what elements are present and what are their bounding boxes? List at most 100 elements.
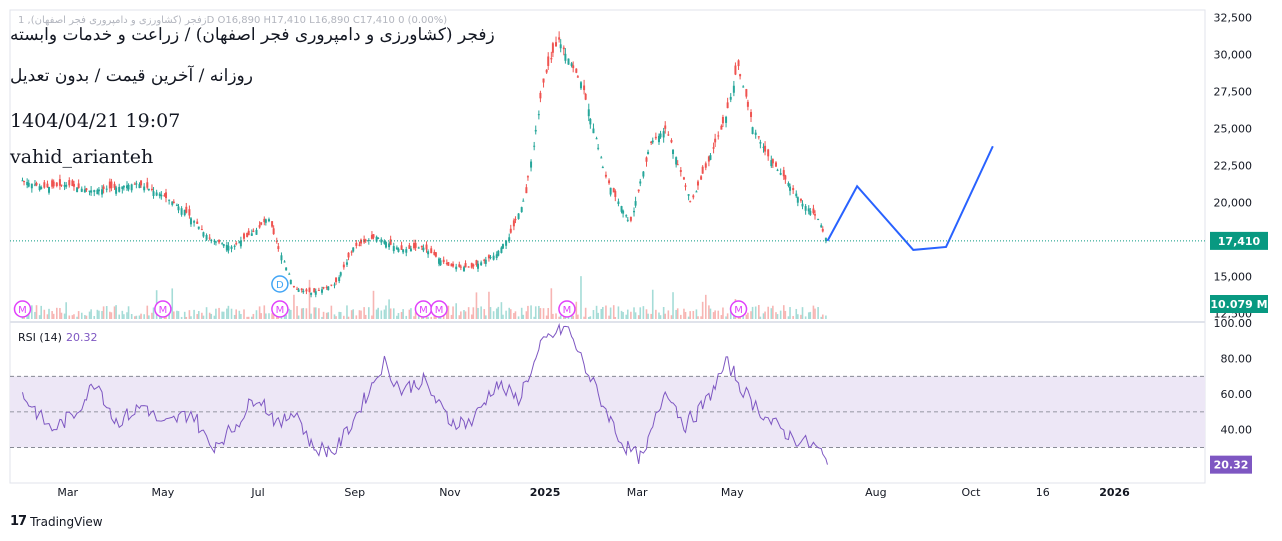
volume-bar — [168, 312, 170, 319]
candle-body — [296, 288, 299, 290]
candle-body — [477, 263, 480, 269]
volume-bar — [109, 311, 111, 319]
candle-body — [789, 186, 792, 191]
volume-bar — [335, 316, 337, 319]
candle-body — [21, 180, 24, 182]
candle-body — [258, 225, 261, 228]
candle-body — [799, 198, 802, 201]
candle-body — [650, 141, 653, 143]
candle-body — [388, 243, 391, 248]
volume-bar — [508, 307, 511, 319]
volume-bar — [330, 305, 333, 319]
candle-body — [622, 210, 625, 214]
volume-bar — [63, 313, 66, 319]
candle-body — [480, 262, 483, 266]
candle-body — [787, 182, 790, 186]
volume-bar — [797, 314, 799, 319]
candle-body — [372, 234, 375, 238]
price-tick-label: 32,500 — [1214, 11, 1253, 24]
chart-title: زفجر (کشاورزی و دامپروری فجر اصفهان) / ز… — [10, 25, 495, 45]
volume-bar — [400, 311, 403, 319]
candle-body — [689, 201, 692, 203]
candle-body — [96, 189, 99, 195]
time-axis[interactable]: Mar May Jul Sep Nov 2025 Mar May Aug Oct 16 2026 — [57, 486, 1130, 499]
volume-bar — [700, 316, 702, 319]
price-tick-label: 25,000 — [1214, 122, 1253, 135]
candle-body — [409, 248, 412, 252]
candle-body — [55, 182, 58, 187]
candle-body — [23, 181, 26, 183]
candle-body — [559, 44, 562, 49]
chart-subtitle: روزانه / آخرین قیمت / بدون تعدیل — [10, 66, 253, 86]
volume-bar — [375, 309, 378, 319]
candle-body — [27, 182, 30, 187]
candle-body — [608, 180, 611, 184]
candle-body — [634, 201, 637, 206]
candle-body — [360, 239, 363, 244]
volume-bar — [575, 301, 578, 319]
candle-body — [342, 264, 345, 268]
candle-body — [597, 147, 600, 149]
candle-body — [433, 251, 436, 255]
candle-body — [333, 284, 336, 286]
volume-bar — [497, 306, 500, 319]
volume-bar — [480, 306, 482, 319]
volume-bar — [475, 292, 478, 319]
volume-bar — [388, 299, 390, 319]
volume-bar — [314, 307, 317, 319]
candle-body — [645, 157, 648, 162]
volume-bar — [130, 313, 133, 319]
candle-body — [505, 240, 508, 246]
candle-body — [575, 68, 578, 73]
volume-bar — [34, 311, 36, 319]
candle-body — [742, 86, 745, 88]
volume-bar — [305, 308, 308, 319]
candle-body — [60, 184, 63, 186]
volume-bar — [52, 313, 55, 319]
volume-bar — [151, 312, 153, 319]
volume-bar — [634, 312, 637, 319]
volume-bar — [538, 305, 540, 319]
volume-bar — [408, 309, 411, 319]
candle-body — [458, 264, 461, 267]
volume-bar — [737, 316, 740, 319]
candle-body — [795, 193, 798, 197]
candle-body — [579, 82, 582, 89]
volume-bar — [197, 311, 200, 319]
candle-body — [576, 76, 579, 78]
volume-bar — [355, 315, 358, 319]
candle-body — [642, 171, 645, 177]
volume-bar — [695, 309, 698, 319]
candle-body — [745, 89, 748, 97]
volume-bar — [102, 306, 105, 319]
candle-body — [83, 189, 86, 193]
chart-datetime: 1404/04/21 19:07 — [10, 110, 181, 132]
volume-bar — [227, 305, 230, 319]
candle-body — [110, 181, 113, 189]
candle-body — [392, 246, 395, 252]
volume-bar — [637, 315, 640, 319]
volume-bar — [489, 307, 492, 319]
event-markers[interactable]: M M M M M M MD — [13, 275, 748, 318]
volume-bar — [413, 316, 415, 319]
tradingview-logo[interactable]: 17 TradingView — [10, 514, 103, 529]
candle-body — [438, 258, 441, 264]
volume-bar — [252, 313, 255, 319]
volume-bar — [371, 315, 373, 319]
rsi-tick-label: 40.00 — [1221, 424, 1253, 437]
candle-body — [146, 182, 149, 188]
candle-body — [445, 262, 448, 264]
volume-bar — [458, 315, 461, 319]
candle-body — [754, 132, 757, 135]
candle-body — [746, 101, 749, 107]
price-axis[interactable]: 12,50015,00017,50020,00022,50025,00027,5… — [1210, 11, 1268, 474]
event-marker-label: M — [419, 305, 428, 316]
candle-body — [347, 252, 350, 258]
volume-bar — [85, 315, 88, 319]
volume-bar — [171, 288, 174, 319]
volume-bar — [708, 305, 710, 319]
volume-bar — [402, 309, 404, 319]
candle-body — [771, 159, 774, 164]
volume-bar — [222, 311, 225, 319]
